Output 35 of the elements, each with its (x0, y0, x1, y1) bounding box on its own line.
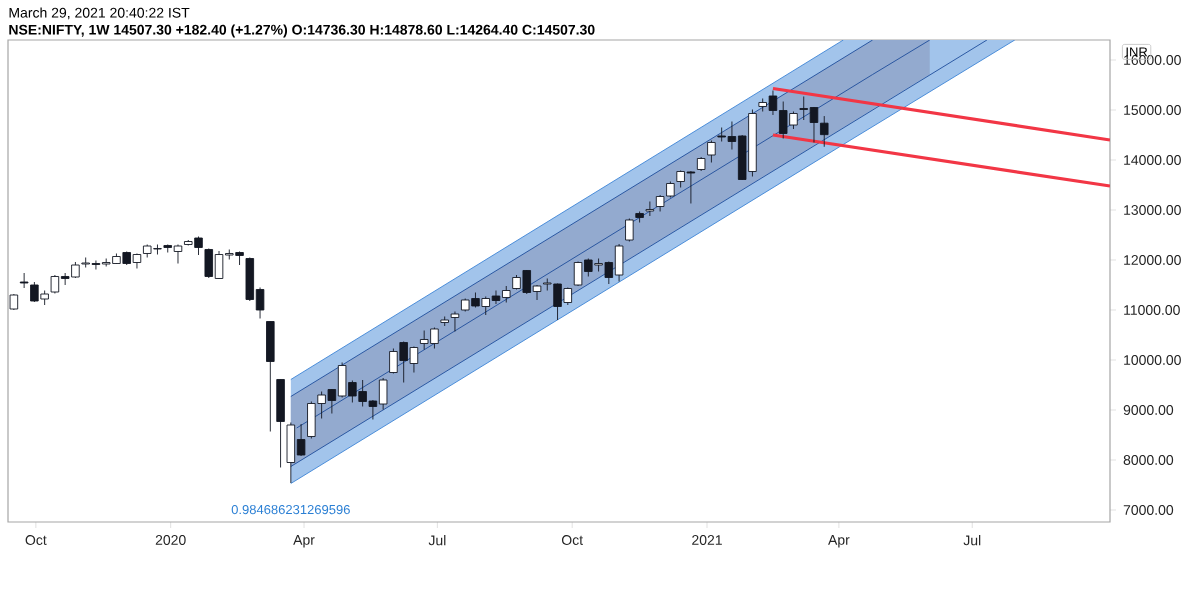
candlestick (799, 96, 808, 121)
y-tick-label: 12000.00 (1124, 255, 1181, 265)
candlestick (532, 284, 542, 301)
candlestick (378, 377, 388, 410)
candlestick (296, 423, 306, 457)
y-tick-label: 14000.00 (1124, 155, 1181, 165)
annotation: 0.984686231269596 (231, 504, 350, 515)
y-tick-label: 16000.00 (1124, 55, 1181, 65)
y-tick-label: 8000.00 (1123, 455, 1174, 465)
candlestick (707, 140, 716, 163)
y-tick-label: 11000.00 (1124, 305, 1180, 315)
candlestick (645, 201, 655, 217)
y-tick-label: 7000.00 (1123, 505, 1174, 515)
x-tick-label: Oct (25, 535, 47, 545)
x-tick-label: 2020 (155, 535, 186, 545)
candlestick (255, 287, 265, 319)
y-tick-label: 10000.00 (1124, 355, 1181, 365)
x-tick-label: Apr (293, 535, 315, 548)
x-tick-label: Jul (963, 535, 981, 546)
candlestick (214, 250, 224, 280)
candlestick (819, 115, 829, 148)
chart-subtitle: March 29, 2021 20:40:22 IST (9, 7, 190, 20)
candlestick (19, 272, 29, 289)
text: INR (1126, 47, 1148, 57)
y-tick-label: 13000.00 (1124, 205, 1181, 215)
y-tick-label: 9000.00 (1123, 405, 1174, 415)
x-tick-label: 2021 (692, 535, 722, 545)
chart-title: NSE:NIFTY, 1W 14507.30 +182.40 (+1.27%) O:14736.30 H:14878.60 L:14264.40 C:14507.30 (9, 24, 595, 38)
x-tick-label: Oct (561, 535, 583, 545)
candlestick (809, 106, 819, 143)
y-tick-label: 15000.00 (1124, 105, 1181, 115)
candlestick (491, 290, 501, 305)
x-tick-label: Jul (428, 535, 446, 546)
candlestick (450, 311, 460, 332)
x-tick-label: Apr (828, 535, 850, 548)
